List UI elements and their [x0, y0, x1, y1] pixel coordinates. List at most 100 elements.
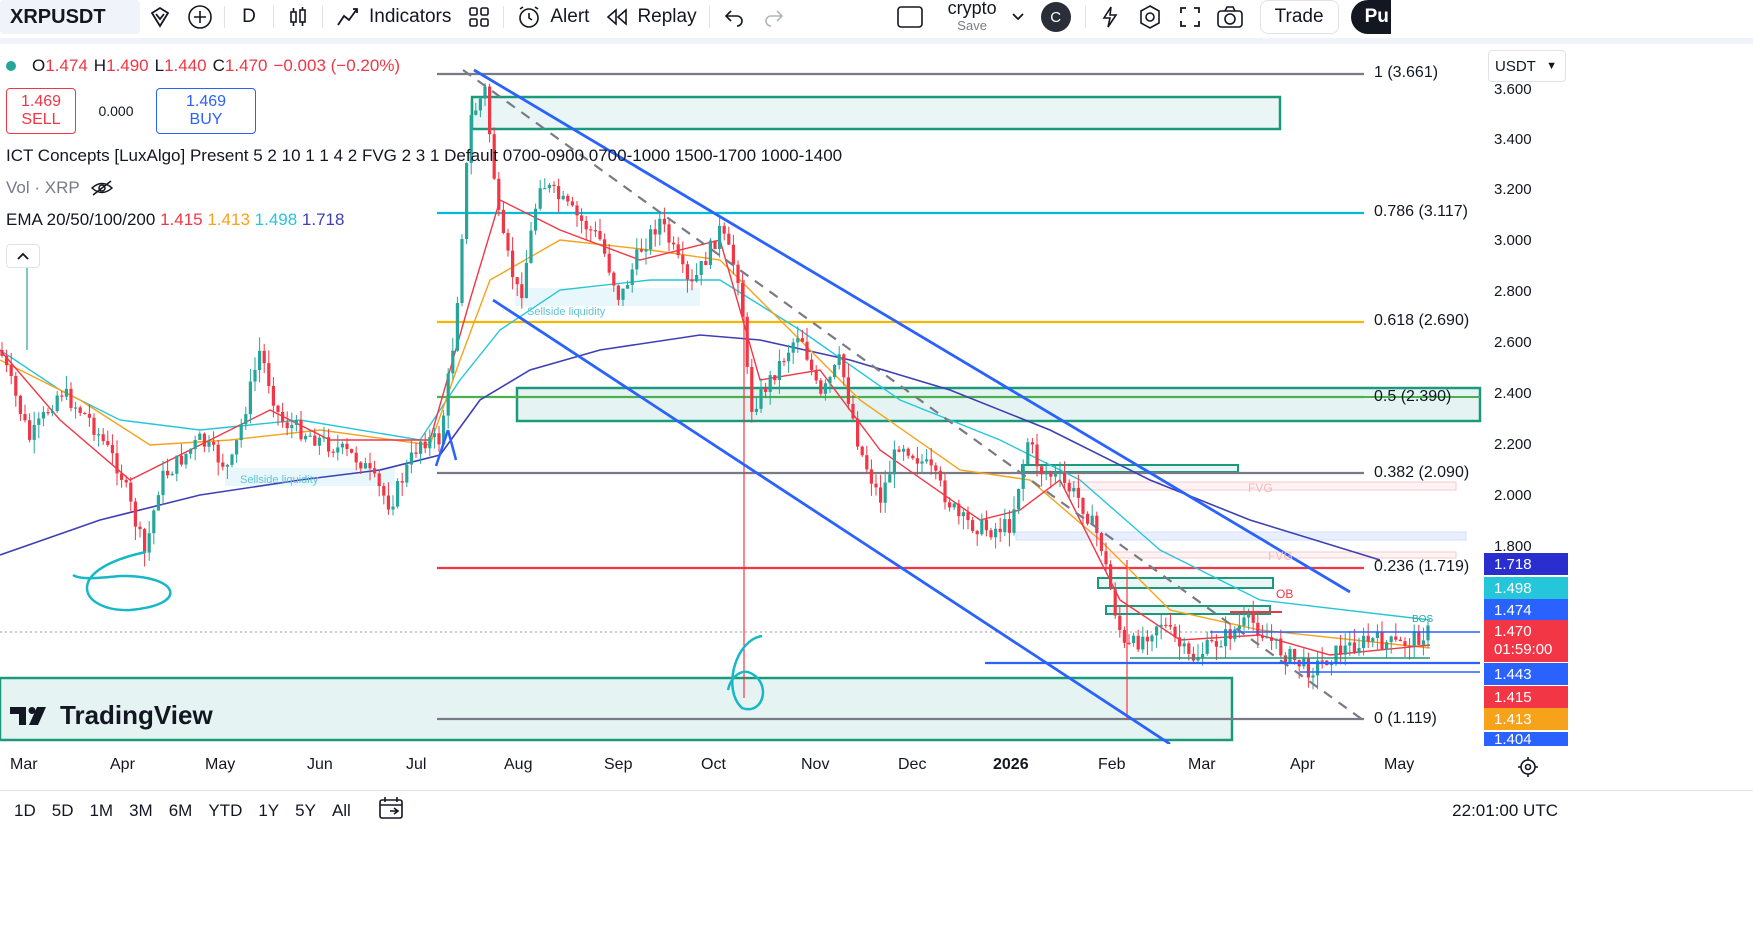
candle-body: [874, 483, 878, 488]
candle-body: [1265, 637, 1269, 639]
candle-body: [152, 510, 156, 534]
add-symbol-icon[interactable]: [180, 0, 220, 34]
layouts-grid-icon[interactable]: [459, 0, 499, 34]
candle-body: [782, 360, 786, 363]
fib-level-1: 1 (3.661): [1374, 64, 1439, 81]
candle-body: [400, 481, 404, 483]
candle-body: [1155, 626, 1159, 636]
range-button[interactable]: 1M: [89, 800, 114, 820]
undo-icon[interactable]: [714, 0, 754, 34]
fullscreen-icon[interactable]: [1170, 0, 1210, 34]
candle-body: [911, 455, 915, 459]
time-tick: Feb: [1098, 756, 1126, 773]
candle-body: [515, 277, 519, 285]
currency-selector[interactable]: USDT ▼: [1488, 50, 1566, 82]
candle-body: [1256, 622, 1260, 636]
candle-body: [704, 261, 708, 266]
tradingview-logo[interactable]: TradingView: [10, 700, 213, 731]
range-button[interactable]: 1D: [14, 800, 36, 820]
candle-body: [580, 215, 584, 221]
trend-line: [434, 429, 450, 467]
candle-body: [934, 465, 938, 471]
candle-body: [92, 417, 96, 435]
range-button[interactable]: YTD: [208, 800, 243, 820]
candle-body: [1316, 660, 1320, 676]
time-tick: May: [1384, 756, 1415, 773]
candle-body: [474, 110, 478, 115]
candle-body: [1113, 589, 1117, 616]
sellside-liquidity-label: Sellside liquidity: [240, 474, 319, 486]
trade-button[interactable]: Trade: [1259, 0, 1339, 34]
price-label: 1.498: [1484, 577, 1568, 599]
candle-body: [143, 529, 147, 553]
candle-body: [1274, 638, 1278, 641]
utc-clock[interactable]: 22:01:00 UTC: [1452, 801, 1558, 820]
fullscreen-layout-icon[interactable]: [890, 0, 930, 34]
hidden-eye-icon[interactable]: [90, 179, 114, 197]
ema-200-line: [0, 334, 1381, 561]
layout-menu-chevron-icon[interactable]: [1005, 0, 1031, 34]
publish-button[interactable]: Pu: [1350, 0, 1391, 34]
candle-body: [202, 433, 206, 447]
buy-button[interactable]: 1.469 BUY: [156, 88, 256, 134]
candle-body: [478, 98, 482, 111]
axis-settings-gear-icon[interactable]: [1517, 756, 1539, 778]
candle-body: [1086, 513, 1090, 524]
market-status-icon: [6, 61, 16, 71]
open-label: O: [32, 56, 46, 75]
indicators-button[interactable]: Indicators: [327, 0, 459, 34]
price-chart[interactable]: [0, 44, 1568, 744]
collapse-legend-button[interactable]: [6, 244, 40, 268]
candle-body: [359, 462, 363, 469]
interval-label: D: [242, 6, 256, 27]
replay-button[interactable]: Replay: [597, 0, 704, 34]
layout-save-button[interactable]: crypto Save: [940, 0, 1005, 34]
range-button[interactable]: 5Y: [295, 800, 316, 820]
channel-mid-dashed: [462, 69, 1364, 721]
toolbar-shadow: [0, 38, 1753, 44]
candles-icon[interactable]: [278, 0, 318, 34]
range-button[interactable]: 3M: [129, 800, 153, 820]
price-label: 1.474: [1484, 599, 1568, 621]
candle-body: [501, 209, 505, 233]
candle-body: [1063, 472, 1067, 483]
candle-body: [1081, 497, 1085, 514]
candle-body: [221, 462, 225, 467]
time-tick: Aug: [504, 756, 533, 773]
indicator-ema-legend[interactable]: EMA 20/50/100/200 1.415 1.413 1.498 1.71…: [6, 210, 344, 230]
price-axis[interactable]: 3.600 3.400 3.200 3.000 2.800 2.600 2.400 2.200…: [1478, 44, 1568, 744]
order-block-zone: [1021, 464, 1239, 473]
time-tick: Mar: [10, 756, 38, 773]
settings-gear-icon[interactable]: [1130, 0, 1170, 34]
liquidity-zone: [225, 468, 395, 486]
account-avatar[interactable]: C: [1040, 2, 1071, 32]
ema-100-value: 1.498: [254, 210, 298, 229]
candle-body: [446, 373, 450, 416]
candle-body: [28, 420, 32, 440]
candle-body: [18, 395, 22, 415]
range-button[interactable]: 5D: [51, 800, 74, 820]
redo-icon[interactable]: [754, 0, 794, 34]
camera-snapshot-icon[interactable]: [1210, 0, 1250, 34]
time-axis[interactable]: Mar Apr May Jun Jul Aug Sep Oct Nov Dec 2026 Feb Mar…: [0, 750, 1568, 780]
calendar-icon[interactable]: [377, 795, 405, 826]
range-button[interactable]: 6M: [168, 800, 193, 820]
indicator-volume-legend[interactable]: Vol · XRP: [6, 178, 114, 198]
candle-body: [78, 407, 82, 413]
candle-body: [156, 495, 160, 511]
alert-button[interactable]: Alert: [508, 0, 597, 34]
range-button[interactable]: All: [331, 800, 351, 820]
candle-body: [258, 350, 262, 370]
indicator-ict-legend[interactable]: ICT Concepts [LuxAlgo] Present 5 2 10 1 …: [6, 146, 842, 166]
symbol-search[interactable]: XRPUSDT: [0, 0, 140, 34]
interval-button[interactable]: D: [229, 0, 269, 34]
sell-button[interactable]: 1.469 SELL: [6, 88, 76, 134]
candle-body: [1228, 629, 1232, 640]
candle-body: [64, 388, 68, 397]
compare-symbol-icon[interactable]: [140, 0, 180, 34]
range-button[interactable]: 1Y: [258, 800, 280, 820]
candle-body: [975, 530, 979, 535]
candle-body: [612, 272, 616, 286]
quick-search-icon[interactable]: [1090, 0, 1130, 34]
